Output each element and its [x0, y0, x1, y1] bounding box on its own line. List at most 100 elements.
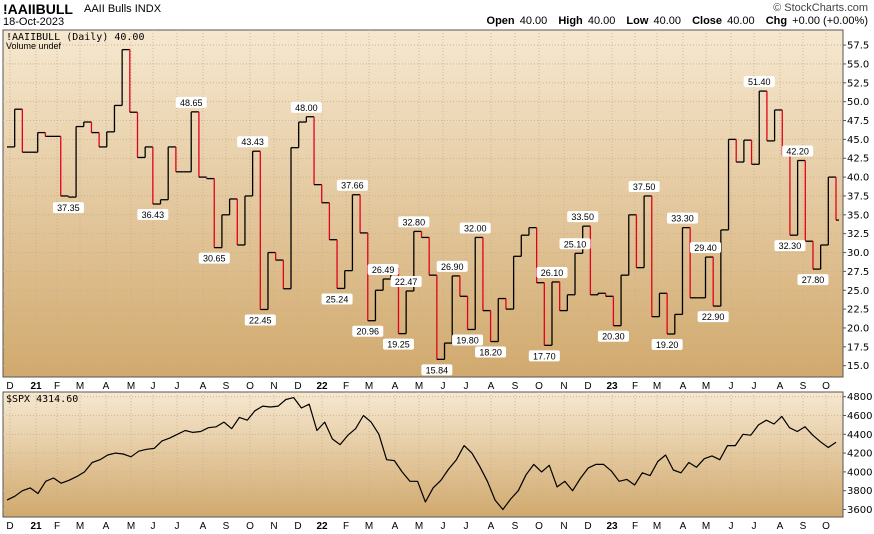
annotation-label: 26.90 [441, 262, 464, 272]
x-tick-label: N [270, 521, 277, 532]
x-tick-label: M [365, 381, 373, 392]
annotation-box [666, 212, 698, 224]
annotation-box [237, 136, 269, 148]
x-tick-label: J [151, 381, 156, 392]
annotation-label: 25.24 [326, 294, 349, 304]
annotation-label: 32.00 [464, 223, 487, 233]
low-label: Low [626, 15, 649, 27]
series-legend: !AAIIBULL (Daily) 40.00 [6, 32, 144, 43]
y-tick-label: 4200 [847, 449, 872, 460]
x-tick-label: A [392, 521, 399, 532]
annotation-label: 25.10 [564, 239, 587, 249]
x-tick-label: A [103, 381, 110, 392]
brand-watermark[interactable]: © StockCharts.com [773, 2, 868, 14]
x-tick-label: O [822, 381, 830, 392]
annotation-box [452, 334, 484, 346]
annotation-label: 27.80 [802, 275, 825, 285]
annotation-label: 37.66 [341, 181, 364, 191]
annotation-box [651, 339, 683, 351]
x-tick-label: S [223, 521, 230, 532]
y-tick-label: 20.0 [847, 323, 869, 334]
y-tick-label: 30.0 [847, 248, 869, 259]
y-tick-label: 17.5 [847, 342, 869, 353]
annotation-label: 29.40 [694, 243, 717, 253]
x-tick-label: J [729, 381, 734, 392]
x-tick-label: O [246, 521, 254, 532]
aaii-bull-panel[interactable]: 15.0 17.5 20.0 22.5 25.0 27.5 30.0 32.5 35.0 37.5… [2, 29, 869, 392]
annotation-box [628, 180, 660, 192]
annotation-label: 18.20 [479, 348, 502, 358]
annotation-box [198, 252, 230, 264]
x-tick-label: S [800, 381, 807, 392]
volume-legend: Volume undef [6, 41, 62, 51]
annotation-label: 19.20 [656, 340, 679, 350]
symbol-title[interactable]: !AAIIBULL [3, 1, 73, 17]
y-tick-label: 55.0 [847, 59, 869, 70]
annotation-label: 19.80 [456, 335, 479, 345]
annotation-box [336, 179, 368, 191]
annotation-box [436, 260, 468, 272]
open-label: Open [486, 15, 515, 27]
x-tick-label: D [294, 521, 301, 532]
x-tick-label: J [464, 521, 469, 532]
x-tick-label: J [464, 381, 469, 392]
x-tick-label: O [822, 521, 830, 532]
x-tick-label: A [488, 521, 495, 532]
annotation-label: 43.43 [241, 137, 264, 147]
annotation-box [367, 264, 399, 276]
annotation-label: 48.65 [180, 98, 203, 108]
y-tick-label: 22.5 [847, 305, 869, 316]
annotation-box [398, 216, 430, 228]
x-tick-label: M [127, 381, 135, 392]
y-tick-label: 47.5 [847, 116, 869, 127]
x-tick-label: J [175, 381, 180, 392]
x-tick-label: D [584, 521, 591, 532]
annotation-label: 37.50 [633, 182, 656, 192]
x-tick-label: J [752, 381, 757, 392]
x-tick-label: M [415, 521, 423, 532]
x-tick-label: J [175, 521, 180, 532]
x-tick-label: S [800, 521, 807, 532]
x-tick-label: M [702, 521, 710, 532]
annotation-label: 22.47 [395, 277, 418, 287]
annotation-box [782, 145, 814, 157]
annotation-box [352, 325, 384, 337]
x-tick-label: F [343, 521, 349, 532]
x-tick-label: M [653, 381, 661, 392]
x-tick-label: O [246, 381, 254, 392]
annotation-box [697, 311, 729, 323]
x-tick-label: 23 [606, 381, 618, 392]
y-tick-label: 40.0 [847, 173, 869, 184]
x-tick-label: A [488, 381, 495, 392]
annotation-box [459, 222, 491, 234]
x-tick-label: M [127, 521, 135, 532]
x-tick-label: N [560, 381, 567, 392]
annotation-box [690, 242, 722, 254]
annotation-box [475, 346, 507, 358]
annotation-label: 19.25 [387, 340, 410, 350]
annotation-label: 36.43 [142, 210, 165, 220]
open-value: 40.00 [519, 15, 548, 27]
y-tick-label: 4800 [847, 392, 872, 403]
y-tick-label: 37.5 [847, 191, 869, 202]
x-tick-label: D [584, 381, 591, 392]
chg-value: +0.00 (+0.00%) [792, 15, 868, 27]
x-tick-label: A [680, 521, 687, 532]
x-tick-label: O [535, 521, 543, 532]
x-tick-label: D [6, 381, 13, 392]
x-tick-label: M [76, 381, 84, 392]
annotation-label: 22.90 [702, 312, 725, 322]
x-tick-label: J [441, 521, 446, 532]
x-tick-label: D [6, 521, 13, 532]
spx-panel[interactable]: 3600 3800 4000 4200 4400 4600 4800 D 21 F M A M J J A S O… [2, 391, 872, 532]
annotation-label: 51.40 [748, 77, 771, 87]
annotation-box [774, 240, 806, 252]
chart-header: !AAIIBULL AAII Bulls INDX 18-Oct-2023 © … [0, 0, 874, 30]
x-tick-label: F [54, 381, 60, 392]
x-tick-label: 21 [30, 381, 42, 392]
annotation-label: 15.84 [426, 365, 449, 375]
annotation-label: 26.49 [372, 265, 395, 275]
symbol-name: AAII Bulls INDX [84, 3, 161, 15]
annotation-label: 42.20 [786, 147, 809, 157]
